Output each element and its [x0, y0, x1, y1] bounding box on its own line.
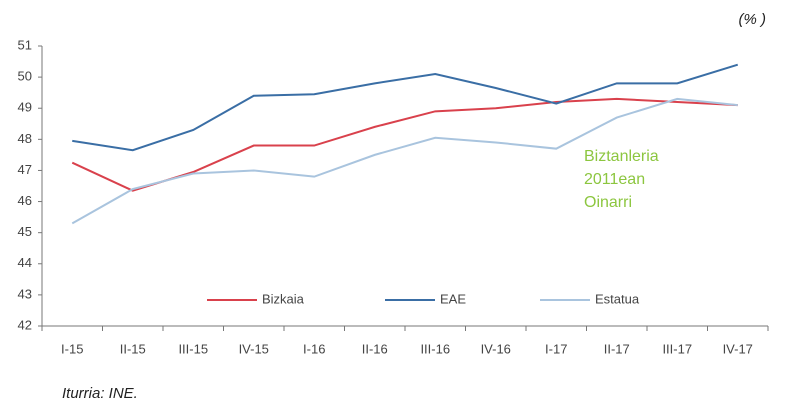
x-tick-label: III-17	[662, 341, 692, 356]
y-tick-label: 49	[18, 100, 32, 115]
x-tick-label: I-15	[61, 341, 83, 356]
x-tick-label: II-17	[604, 341, 630, 356]
x-tick-label: IV-17	[723, 341, 753, 356]
y-tick-label: 47	[18, 162, 32, 177]
unit-label: (% )	[739, 11, 767, 28]
x-tick-label: I-17	[545, 341, 567, 356]
annotation: 2011ean	[584, 171, 645, 188]
y-tick-label: 43	[18, 286, 32, 301]
y-tick-label: 42	[18, 317, 32, 332]
legend-label: Estatua	[595, 291, 640, 306]
y-tick-label: 44	[18, 255, 32, 270]
legend-label: Bizkaia	[262, 291, 305, 306]
series-line	[72, 63, 739, 152]
x-tick-label: II-16	[362, 341, 388, 356]
series-line	[71, 97, 738, 225]
x-tick-label: I-16	[303, 341, 325, 356]
y-tick-label: 45	[18, 224, 32, 239]
series-line	[71, 97, 738, 192]
y-tick-label: 46	[18, 193, 32, 208]
x-tick-label: IV-16	[481, 341, 511, 356]
y-tick-label: 51	[18, 37, 32, 52]
y-tick-label: 48	[18, 131, 32, 146]
x-tick-label: IV-15	[239, 341, 269, 356]
annotation: Oinarri	[584, 194, 632, 211]
y-tick-label: 50	[18, 69, 32, 84]
legend-label: EAE	[440, 291, 466, 306]
source: Iturria: INE.	[62, 385, 138, 402]
annotation: Biztanleria	[584, 148, 659, 165]
x-tick-label: II-15	[120, 341, 146, 356]
x-tick-label: III-15	[178, 341, 208, 356]
x-tick-label: III-16	[420, 341, 450, 356]
